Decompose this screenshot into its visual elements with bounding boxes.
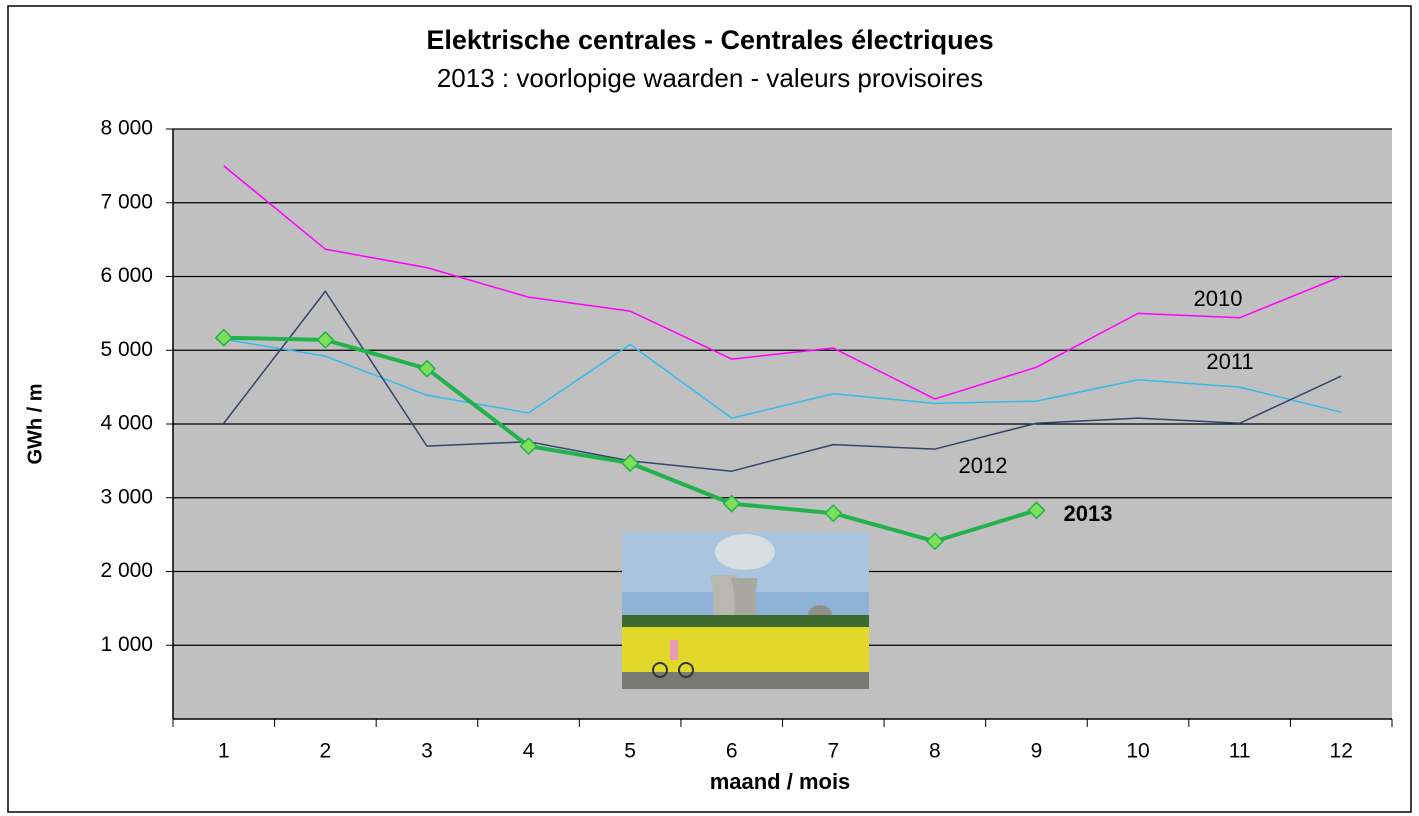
x-tick-label: 1 (218, 740, 230, 763)
x-tick-label: 5 (624, 740, 636, 763)
grid (173, 128, 1392, 646)
data-marker (417, 359, 437, 378)
y-axis-label: GWh / m (24, 383, 46, 464)
x-tick-label: 12 (1330, 740, 1353, 763)
series-label: 2010 (1194, 286, 1243, 311)
series-label: 2013 (1064, 501, 1113, 526)
y-tick-label: 3 000 (100, 485, 153, 508)
y-tick-label: 8 000 (100, 117, 153, 140)
chart-subtitle: 2013 : voorlopige waarden - valeurs prov… (437, 63, 983, 93)
y-tick-label: 1 000 (100, 633, 153, 656)
x-tick-label: 10 (1126, 740, 1149, 763)
data-marker (316, 330, 335, 349)
series-line (223, 165, 1342, 400)
series-label: 2011 (1206, 349, 1253, 374)
data-marker (1027, 501, 1046, 520)
x-tick-label: 4 (523, 740, 535, 763)
x-tick-label: 8 (929, 740, 941, 763)
data-marker (925, 532, 944, 551)
y-tick-label: 2 000 (100, 559, 153, 582)
y-tick-label: 6 000 (100, 264, 153, 287)
series-line (223, 290, 1342, 472)
y-tick-label: 4 000 (100, 412, 153, 435)
data-marker (722, 494, 741, 513)
x-tick-label: 7 (827, 740, 839, 763)
x-tick-label: 6 (726, 740, 738, 763)
x-tick-label: 11 (1229, 740, 1251, 763)
data-marker (214, 328, 233, 347)
data-marker (519, 437, 538, 456)
data-marker (621, 454, 640, 473)
x-axis-label: maand / mois (710, 769, 851, 794)
series-line (223, 338, 1342, 419)
photo (622, 532, 869, 689)
y-tick-label: 5 000 (100, 338, 153, 361)
series-label: 2012 (959, 453, 1008, 478)
x-tick-label: 3 (421, 740, 433, 763)
x-tick-label: 2 (320, 740, 332, 763)
y-tick-label: 7 000 (100, 190, 153, 213)
chart-title: Elektrische centrales - Centrales électr… (426, 25, 993, 55)
x-tick-label: 9 (1031, 740, 1043, 763)
data-marker (824, 504, 843, 523)
series-lines (214, 165, 1342, 551)
